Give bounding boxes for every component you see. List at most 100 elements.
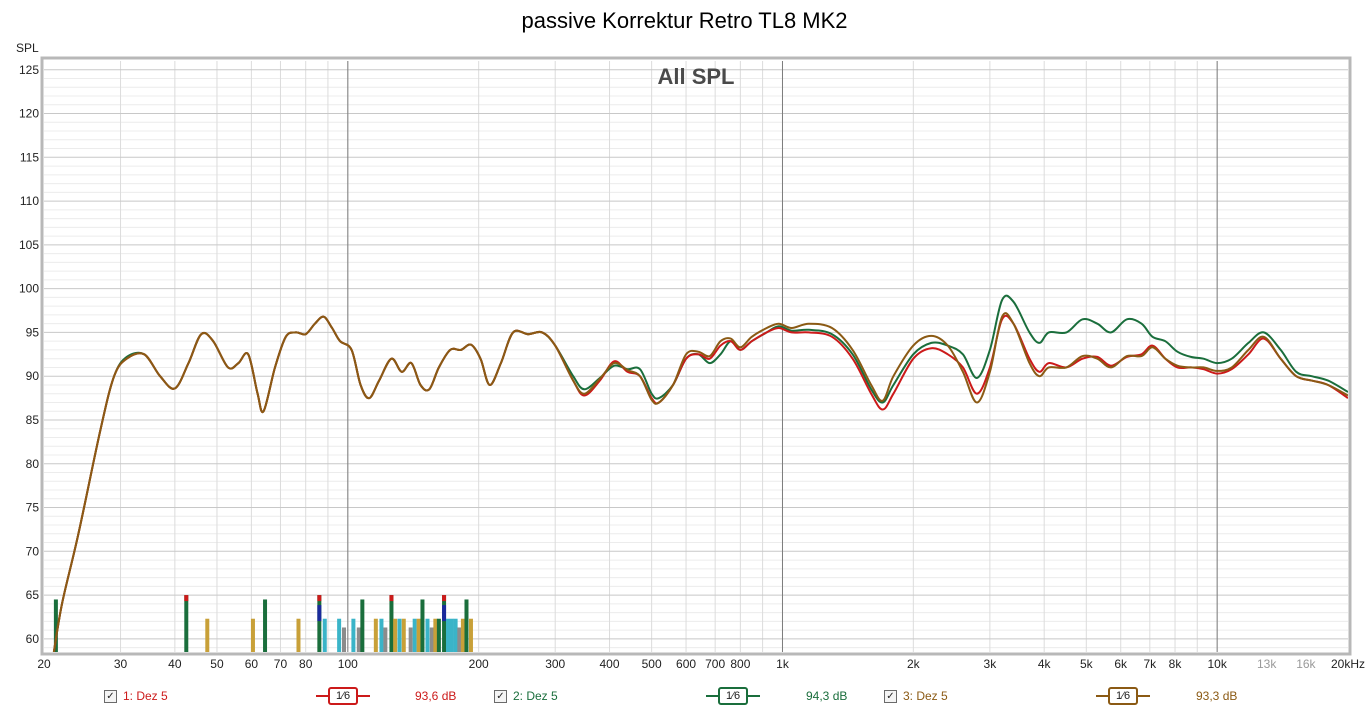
y-tick-label: 100	[19, 282, 39, 296]
marker-bar	[420, 599, 425, 652]
marker-bar	[412, 618, 417, 652]
y-tick-label: 115	[20, 150, 39, 164]
y-tick-label: 65	[26, 588, 40, 602]
marker-bar	[342, 627, 347, 652]
x-tick-label: 4k	[1038, 657, 1052, 671]
x-tick-label: 13k	[1257, 657, 1277, 671]
marker-bar	[468, 618, 473, 652]
legend-item-3[interactable]: ✓ 3: Dez 5	[884, 686, 948, 706]
marker-bar	[460, 618, 465, 652]
legend-3-line-left	[1096, 695, 1108, 697]
y-tick-label: 95	[26, 325, 40, 339]
x-tick-label: 70	[274, 657, 288, 671]
y-tick-label: 90	[26, 369, 40, 383]
y-tick-label: 75	[26, 501, 40, 515]
x-tick-label: 20	[37, 657, 51, 671]
marker-bar	[356, 627, 361, 652]
legend-1-smoothing[interactable]: 1⁄6	[316, 687, 371, 705]
x-tick-label: 60	[245, 657, 259, 671]
y-tick-label: 125	[19, 63, 39, 77]
legend-1-line-right	[358, 695, 371, 697]
legend-1-line-left	[316, 695, 328, 697]
chart-subtitle: All SPL	[657, 64, 734, 89]
marker-bar	[442, 595, 447, 652]
y-tick-label: 110	[20, 194, 39, 208]
legend-2-checkbox[interactable]: ✓	[494, 689, 507, 703]
x-tick-label: 3k	[984, 657, 998, 671]
legend-2-label: 2: Dez 5	[513, 689, 558, 703]
legend-2-smoothing[interactable]: 1⁄6	[706, 687, 761, 705]
legend-item-1[interactable]: ✓ 1: Dez 5	[104, 686, 168, 706]
x-tick-label: 16k	[1296, 657, 1316, 671]
x-tick-label: 2k	[907, 657, 921, 671]
x-tick-label: 20kHz	[1331, 657, 1365, 671]
y-tick-label: 120	[19, 107, 39, 121]
legend-3-smoothing[interactable]: 1⁄6	[1096, 687, 1151, 705]
legend-3-line-right	[1138, 695, 1151, 697]
legend-3-value: 93,3 dB	[1196, 689, 1238, 703]
legend-1-value: 93,6 dB	[415, 689, 457, 703]
legend-1-checkbox[interactable]: ✓	[104, 689, 117, 703]
series-line-3	[52, 312, 1348, 652]
marker-bar	[436, 618, 441, 652]
x-tick-label: 40	[168, 657, 182, 671]
legend-2-line-left	[706, 695, 718, 697]
marker-bar	[445, 618, 450, 652]
marker-bar	[425, 618, 430, 652]
marker-bar	[389, 595, 394, 652]
marker-bar	[360, 599, 365, 652]
marker-bar	[250, 618, 255, 652]
x-tick-label: 300	[545, 657, 565, 671]
y-tick-label: 80	[26, 457, 40, 471]
y-axis-label: SPL	[16, 41, 39, 55]
marker-bar-low	[442, 605, 447, 622]
marker-bar	[393, 618, 398, 652]
marker-bar	[453, 618, 458, 652]
chart-title: passive Korrektur Retro TL8 MK2	[521, 8, 848, 33]
legend-3-label: 3: Dez 5	[903, 689, 948, 703]
marker-bar	[373, 618, 378, 652]
marker-bar	[401, 618, 406, 652]
legend-2-smoothing-box[interactable]: 1⁄6	[718, 687, 749, 705]
y-tick-label: 85	[26, 413, 40, 427]
marker-bar-cap	[442, 595, 447, 602]
marker-bar	[449, 618, 454, 652]
x-tick-label: 600	[676, 657, 696, 671]
x-tick-label: 800	[730, 657, 750, 671]
marker-bar	[379, 618, 384, 652]
legend-1-smoothing-box[interactable]: 1⁄6	[328, 687, 359, 705]
legend-2-value: 94,3 dB	[806, 689, 848, 703]
x-tick-label: 200	[469, 657, 489, 671]
marker-bar-low	[317, 605, 322, 622]
marker-bar-cap	[389, 595, 394, 602]
x-tick-label: 6k	[1114, 657, 1128, 671]
legend-1-label: 1: Dez 5	[123, 689, 168, 703]
marker-bar-cap	[317, 595, 322, 602]
marker-bar	[433, 618, 438, 652]
x-tick-label: 80	[299, 657, 313, 671]
y-tick-label: 70	[26, 544, 40, 558]
x-tick-label: 50	[210, 657, 224, 671]
marker-bar	[296, 618, 301, 652]
x-tick-label: 400	[599, 657, 619, 671]
x-tick-label: 30	[114, 657, 128, 671]
marker-bar	[351, 618, 356, 652]
x-tick-label: 700	[705, 657, 725, 671]
plot-frame	[40, 56, 1352, 656]
marker-bar	[416, 618, 421, 652]
marker-bar	[457, 627, 462, 652]
x-tick-label: 1k	[776, 657, 790, 671]
marker-bar	[205, 618, 210, 652]
marker-bar-cap	[184, 595, 189, 602]
legend-item-2[interactable]: ✓ 2: Dez 5	[494, 686, 558, 706]
spl-chart: 60 65 70 75 80 85 90 95 100 105 110 115 120 125 20 30 40…	[16, 41, 1365, 671]
marker-bar	[322, 618, 327, 652]
marker-bar	[317, 595, 322, 652]
x-tick-label: 100	[338, 657, 358, 671]
marker-bar	[383, 627, 388, 652]
legend-3-checkbox[interactable]: ✓	[884, 689, 897, 703]
marker-bar	[53, 599, 58, 652]
legend-3-smoothing-box[interactable]: 1⁄6	[1108, 687, 1139, 705]
x-tick-label: 8k	[1169, 657, 1183, 671]
x-tick-label: 10k	[1207, 657, 1227, 671]
